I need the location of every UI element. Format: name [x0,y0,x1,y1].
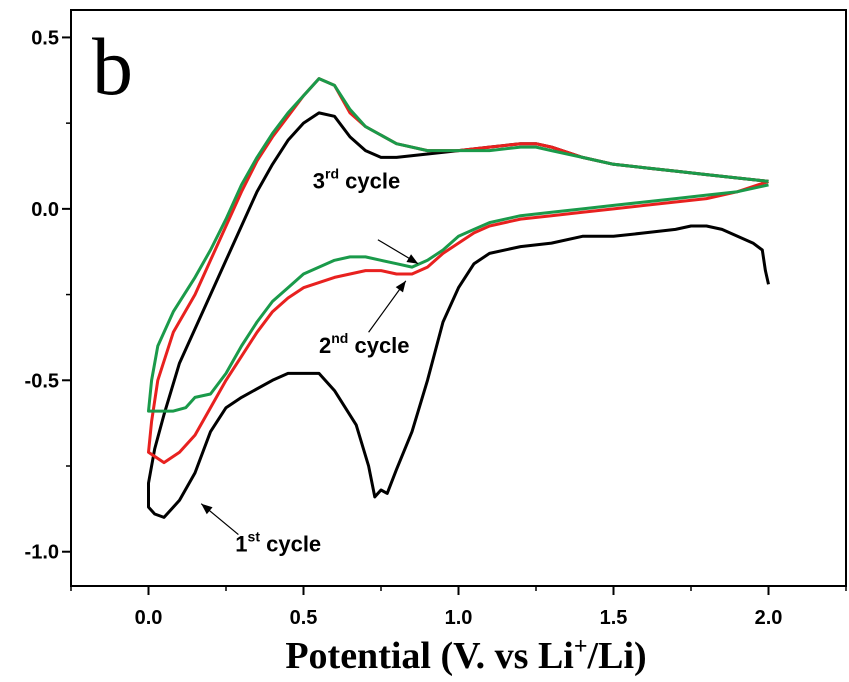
annotation-arrowhead [201,503,213,515]
annotation-label: 3rd cycle [313,165,400,193]
annotation-layer: 3rd cycle 2nd cycle 1st cycle [200,165,419,557]
x-tick-label: 2.0 [755,607,783,629]
x-tick-label: 1.5 [600,607,628,629]
axis-ticks [62,36,847,595]
x-tick-label: 0.0 [135,607,163,629]
cv-curve-cycle-3 [147,77,769,413]
x-tick-label: 1.0 [445,607,473,629]
y-tick-label: -0.5 [25,370,59,392]
x-axis-label: Potential (V. vs Li+/Li) [285,634,646,677]
annotation-arrowhead [395,280,406,293]
annotation-label: 2nd cycle [319,330,410,358]
y-tick-label: -1.0 [25,542,59,564]
x-tick-label: 0.5 [290,607,318,629]
cv-curve-cycle-1 [147,111,770,519]
plot-frame [70,9,847,587]
axis-tick-labels: 0.0 0.5 1.0 1.5 2.0 -1.0 -0.5 0.0 0.5 [25,27,783,629]
panel-label: b [92,21,133,112]
series-layer [147,77,770,519]
y-tick-label: 0.0 [31,199,59,221]
y-tick-label: 0.5 [31,27,59,49]
annotation-label: 1st cycle [235,529,321,557]
cv-curve-cycle-2 [147,77,769,465]
annotation-arrowhead [406,254,419,264]
